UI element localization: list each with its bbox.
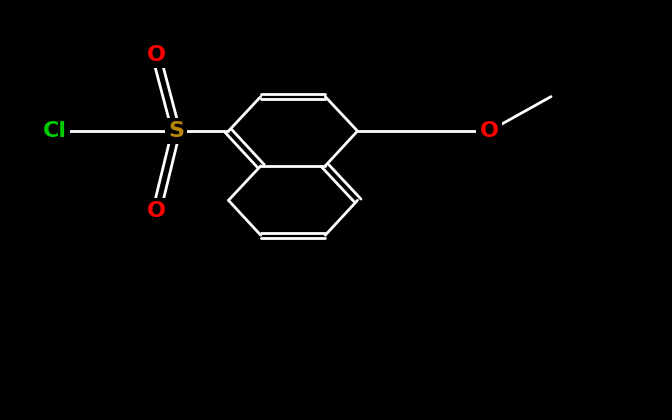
Text: O: O	[147, 201, 166, 221]
Text: Cl: Cl	[43, 121, 67, 141]
Text: O: O	[146, 45, 165, 65]
Text: S: S	[168, 121, 184, 141]
Text: O: O	[480, 121, 499, 141]
